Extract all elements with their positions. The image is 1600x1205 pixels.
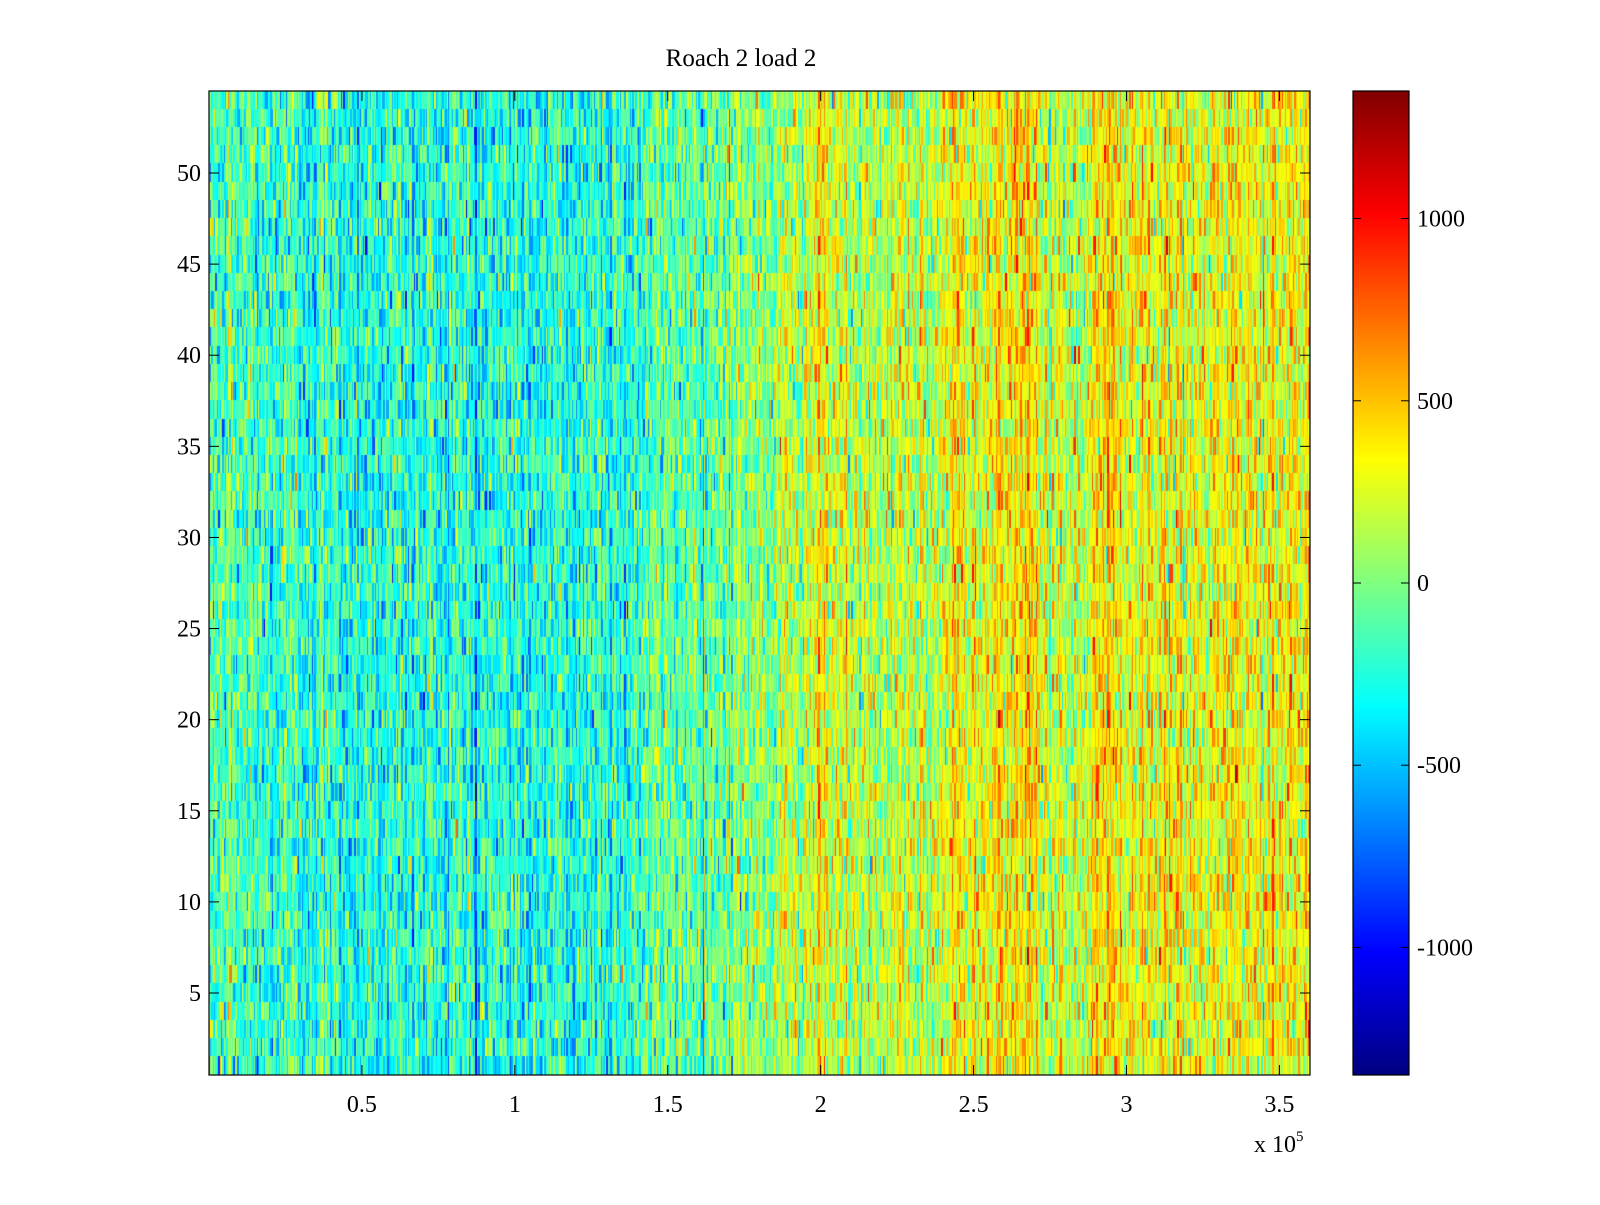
x-tick-label: 3 (1121, 1092, 1133, 1118)
x-tick-label: 1 (509, 1092, 521, 1118)
x-tick-label: 3.5 (1264, 1092, 1294, 1118)
x-tick-label: 0.5 (347, 1092, 377, 1118)
chart-title: Roach 2 load 2 (666, 45, 817, 72)
colorbar-tick-label: 500 (1417, 389, 1453, 415)
y-tick-label: 45 (177, 252, 201, 278)
y-axis: 5 10 15 20 25 30 35 40 45 50 (177, 161, 1310, 1007)
colorbar-ticks: -1000 -500 0 500 1000 (1353, 207, 1473, 961)
x-tick-label: 2 (815, 1092, 827, 1118)
colorbar-tick-label: -1000 (1417, 935, 1473, 961)
y-tick-label: 10 (177, 890, 201, 916)
colorbar-tick-label: -500 (1417, 753, 1461, 779)
y-tick-label: 30 (177, 525, 201, 551)
x-exponent-base: x 10 (1254, 1132, 1296, 1158)
y-tick-label: 5 (189, 981, 201, 1007)
x-axis: 0.5 1 1.5 2 2.5 3 3.5 (347, 91, 1294, 1118)
plot-frame (208, 90, 1311, 1076)
x-tick-label: 1.5 (653, 1092, 683, 1118)
y-tick-label: 35 (177, 434, 201, 460)
y-tick-label: 15 (177, 799, 201, 825)
x-exponent-label: x 105 (1254, 1129, 1304, 1158)
x-tick-label: 2.5 (959, 1092, 989, 1118)
y-tick-label: 40 (177, 343, 201, 369)
x-exponent-power: 5 (1296, 1129, 1304, 1145)
colorbar-tick-label: 1000 (1417, 207, 1465, 233)
colorbar (1352, 90, 1410, 1076)
y-tick-label: 20 (177, 708, 201, 734)
y-tick-label: 25 (177, 617, 201, 643)
heatmap-area (209, 91, 1310, 1075)
colorbar-tick-label: 0 (1417, 571, 1429, 597)
y-tick-label: 50 (177, 161, 201, 187)
